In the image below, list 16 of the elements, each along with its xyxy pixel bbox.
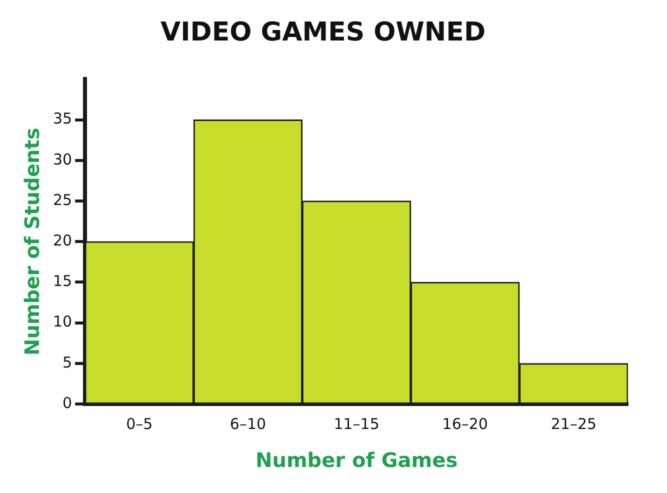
y-tick-label: 10 xyxy=(52,312,72,331)
y-tick-label: 0 xyxy=(62,394,72,412)
y-tick-label: 15 xyxy=(52,272,72,290)
y-tick-label: 20 xyxy=(52,231,72,250)
x-tick-label: 16–20 xyxy=(442,414,488,433)
y-tick-label: 25 xyxy=(52,190,72,209)
x-axis-title: Number of Games xyxy=(255,448,458,472)
x-tick-label: 6–10 xyxy=(230,414,266,433)
y-tick-label: 5 xyxy=(62,353,72,372)
y-tick-label: 35 xyxy=(52,110,72,128)
y-tick-label: 30 xyxy=(52,150,72,168)
x-tick-label: 11–15 xyxy=(334,414,380,433)
x-tick-label: 0–5 xyxy=(126,414,153,433)
x-tick-label: 21–25 xyxy=(550,414,597,433)
chart-title: VIDEO GAMES OWNED xyxy=(160,17,486,48)
y-axis-title: Number of Students xyxy=(20,128,44,356)
